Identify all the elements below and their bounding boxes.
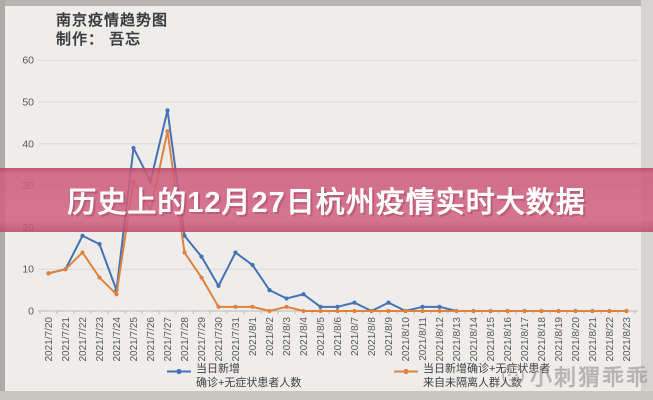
svg-text:2021/8/2: 2021/8/2 <box>265 317 276 356</box>
svg-text:2021/8/20: 2021/8/20 <box>571 317 582 362</box>
legend-series1-label: 当日新增 确诊+无症状患者人数 <box>196 363 301 390</box>
legend-series1-label-line1: 当日新增 <box>196 363 240 375</box>
legend-series2-label-line1: 当日新增确诊+无症状患者 <box>423 363 551 375</box>
legend-series2-label-line2: 来自未隔离人群人数 <box>423 376 522 389</box>
svg-text:0: 0 <box>28 306 34 318</box>
svg-text:2021/8/21: 2021/8/21 <box>588 317 599 362</box>
svg-text:2021/7/30: 2021/7/30 <box>214 317 225 362</box>
svg-text:2021/8/11: 2021/8/11 <box>418 317 429 361</box>
svg-text:2021/8/12: 2021/8/12 <box>435 317 446 362</box>
svg-text:50: 50 <box>22 97 34 109</box>
svg-text:2021/8/14: 2021/8/14 <box>469 317 480 362</box>
svg-text:2021/7/25: 2021/7/25 <box>129 317 140 362</box>
series2-line-marker-icon <box>393 367 419 381</box>
svg-text:2021/8/16: 2021/8/16 <box>503 317 514 362</box>
svg-text:2021/7/22: 2021/7/22 <box>78 317 89 362</box>
svg-text:2021/8/18: 2021/8/18 <box>537 317 548 362</box>
svg-text:2021/8/17: 2021/8/17 <box>520 317 531 362</box>
svg-text:2021/7/31: 2021/7/31 <box>231 317 242 362</box>
svg-text:2021/8/5: 2021/8/5 <box>316 317 327 356</box>
legend-series2: 当日新增确诊+无症状患者 来自未隔离人群人数 <box>393 363 550 390</box>
svg-text:60: 60 <box>22 55 34 67</box>
svg-text:2021/8/22: 2021/8/22 <box>605 317 616 362</box>
svg-text:2021/8/9: 2021/8/9 <box>384 317 395 356</box>
svg-text:2021/8/3: 2021/8/3 <box>282 317 293 356</box>
chart-author: 制作： 吾忘 <box>56 31 142 48</box>
svg-text:2021/7/28: 2021/7/28 <box>180 317 191 362</box>
svg-text:2021/7/21: 2021/7/21 <box>61 317 72 362</box>
watermark: 小刺猬乖乖 <box>500 360 650 392</box>
svg-text:10: 10 <box>22 264 34 276</box>
svg-text:2021/7/27: 2021/7/27 <box>163 317 174 362</box>
svg-text:2021/8/4: 2021/8/4 <box>299 317 310 356</box>
hedgehog-logo-icon <box>502 365 524 387</box>
svg-text:2021/8/7: 2021/8/7 <box>350 317 361 356</box>
legend-series2-label: 当日新增确诊+无症状患者 来自未隔离人群人数 <box>423 363 550 390</box>
headline-text: 历史上的12月27日杭州疫情实时大数据 <box>67 187 586 219</box>
svg-text:2021/8/6: 2021/8/6 <box>333 317 344 356</box>
svg-text:2021/8/13: 2021/8/13 <box>452 317 463 362</box>
series1-line-marker-icon <box>166 367 192 381</box>
watermark-text: 小刺猬乖乖 <box>530 365 651 390</box>
svg-text:2021/7/23: 2021/7/23 <box>95 317 106 362</box>
headline-banner: 历史上的12月27日杭州疫情实时大数据 <box>0 168 653 232</box>
legend-series1: 当日新增 确诊+无症状患者人数 <box>166 363 301 390</box>
svg-text:2021/7/29: 2021/7/29 <box>197 317 208 362</box>
legend-series1-label-line2: 确诊+无症状患者人数 <box>196 376 302 389</box>
svg-text:2021/8/10: 2021/8/10 <box>401 317 412 362</box>
svg-text:2021/8/19: 2021/8/19 <box>554 317 565 362</box>
frame-edge-top <box>0 0 653 6</box>
svg-text:2021/8/8: 2021/8/8 <box>367 317 378 356</box>
frame-edge-bottom <box>0 391 653 400</box>
svg-text:40: 40 <box>22 138 34 150</box>
svg-text:2021/7/20: 2021/7/20 <box>44 317 55 362</box>
chart-title: 南京疫情趋势图 <box>56 12 169 29</box>
chart-title-block: 南京疫情趋势图 制作： 吾忘 <box>56 11 168 49</box>
svg-text:2021/7/26: 2021/7/26 <box>146 317 157 362</box>
svg-text:2021/8/1: 2021/8/1 <box>248 317 259 356</box>
svg-text:2021/7/24: 2021/7/24 <box>112 317 123 362</box>
svg-text:2021/8/15: 2021/8/15 <box>486 317 497 362</box>
svg-text:2021/8/23: 2021/8/23 <box>622 317 633 362</box>
